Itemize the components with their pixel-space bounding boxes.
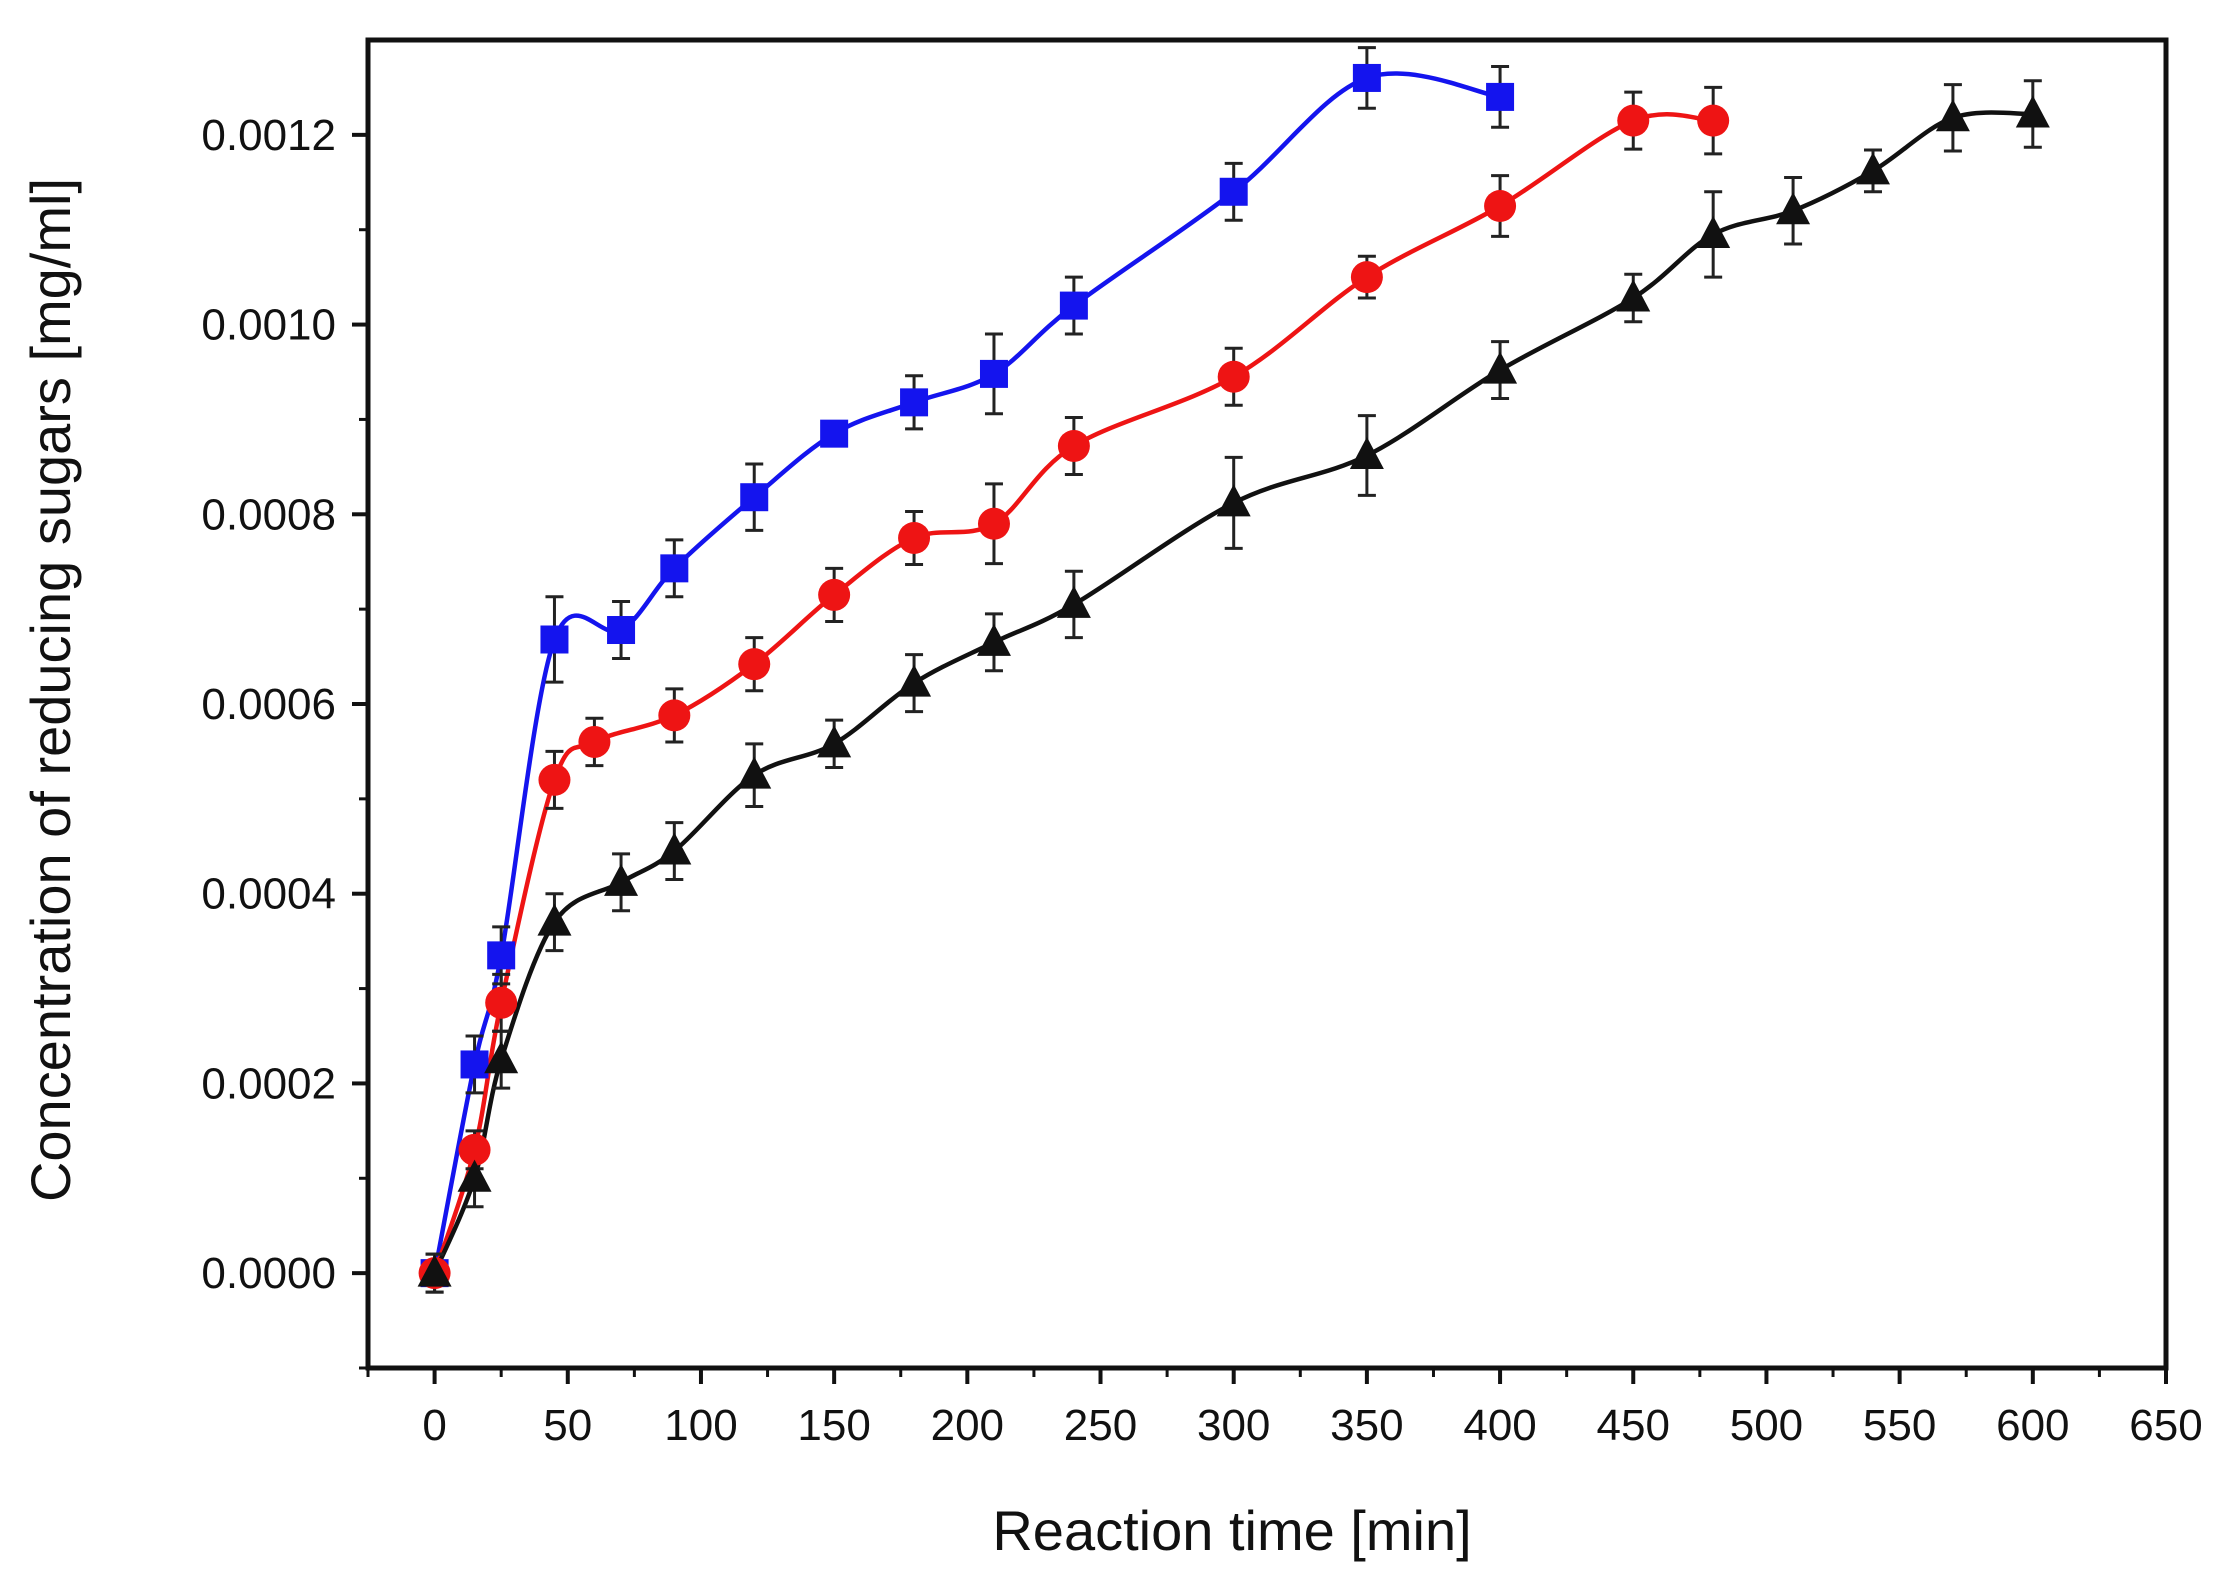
red-circles-point bbox=[485, 986, 518, 1019]
black-triangles-point bbox=[897, 664, 932, 697]
x-tick-label: 100 bbox=[664, 1401, 737, 1450]
blue-squares-point bbox=[820, 419, 849, 448]
black-triangles-point bbox=[484, 1041, 519, 1074]
y-tick-label: 0.0006 bbox=[201, 680, 336, 729]
black-triangles-point bbox=[1349, 436, 1384, 469]
black-triangles-point bbox=[1696, 215, 1731, 248]
y-tick-label: 0.0002 bbox=[201, 1059, 336, 1108]
red-circles-point bbox=[458, 1133, 491, 1166]
red-circles-point bbox=[1217, 360, 1250, 393]
x-tick-label: 0 bbox=[422, 1401, 446, 1450]
blue-squares-point bbox=[740, 483, 769, 512]
x-tick-label: 650 bbox=[2129, 1401, 2202, 1450]
red-circles-point bbox=[1057, 429, 1090, 462]
black-triangles-point bbox=[457, 1159, 492, 1192]
red-circles-point bbox=[538, 763, 571, 796]
blue-squares-point bbox=[1059, 291, 1088, 320]
blue-squares-point bbox=[1486, 82, 1515, 111]
red-circles-point bbox=[818, 578, 851, 611]
black-triangles-point bbox=[1935, 99, 1970, 132]
y-tick-label: 0.0010 bbox=[201, 301, 336, 350]
blue-squares-point bbox=[660, 554, 689, 583]
black-triangles-point bbox=[1855, 152, 1890, 185]
y-axis-ticks: 0.0000 0.0002 0.0004 0.0006 0.0008 0.0010 0.00… bbox=[201, 111, 368, 1370]
x-axis-title: Reaction time [min] bbox=[992, 1499, 1471, 1562]
red-circles-point bbox=[1697, 104, 1730, 137]
blue-squares-point bbox=[900, 388, 929, 417]
x-tick-label: 400 bbox=[1463, 1401, 1536, 1450]
red-circles-point bbox=[1350, 261, 1383, 294]
x-tick-label: 250 bbox=[1064, 1401, 1137, 1450]
blue-squares-point bbox=[979, 359, 1008, 388]
x-tick-label: 150 bbox=[797, 1401, 870, 1450]
red-circles-point bbox=[977, 507, 1010, 540]
black-triangles-point bbox=[1056, 585, 1091, 618]
x-tick-label: 550 bbox=[1863, 1401, 1936, 1450]
blue-squares-point bbox=[487, 941, 516, 970]
x-tick-label: 200 bbox=[931, 1401, 1004, 1450]
y-tick-label: 0.0012 bbox=[201, 111, 336, 160]
x-tick-label: 300 bbox=[1197, 1401, 1270, 1450]
black-triangles-point bbox=[817, 725, 852, 758]
y-tick-label: 0.0000 bbox=[201, 1249, 336, 1298]
x-tick-label: 600 bbox=[1996, 1401, 2069, 1450]
x-tick-label: 50 bbox=[543, 1401, 592, 1450]
black-triangles-point bbox=[604, 863, 639, 896]
black-triangles-point bbox=[537, 903, 572, 936]
black-triangles-point bbox=[1616, 279, 1651, 312]
blue-squares-point bbox=[460, 1050, 489, 1079]
black-triangles-point bbox=[976, 623, 1011, 656]
red-circles-point bbox=[1484, 190, 1517, 222]
black-triangles-point bbox=[417, 1254, 452, 1287]
x-axis-ticks: 0 50 100 150 200 250 300 350 400 450 500 550 600 650 bbox=[366, 1368, 2203, 1450]
series-markers bbox=[417, 63, 2050, 1290]
blue-squares-point bbox=[607, 616, 636, 645]
black-triangles-point bbox=[1776, 192, 1811, 225]
blue-squares-point bbox=[1352, 63, 1381, 92]
red-circles-point bbox=[738, 648, 771, 681]
y-tick-label: 0.0008 bbox=[201, 490, 336, 539]
black-triangles-point bbox=[2015, 95, 2050, 128]
x-tick-label: 350 bbox=[1330, 1401, 1403, 1450]
black-triangles-point bbox=[657, 832, 692, 865]
red-circles-point bbox=[898, 522, 931, 554]
black-triangles-point bbox=[1216, 484, 1251, 517]
blue-squares-point bbox=[540, 625, 569, 654]
y-axis-title: Concentration of reducing sugars [mg/ml] bbox=[19, 178, 82, 1202]
red-circles-point bbox=[658, 699, 691, 732]
blue-squares-point bbox=[1219, 177, 1248, 206]
red-circles-point bbox=[1617, 104, 1650, 137]
black-triangles-point bbox=[737, 756, 772, 789]
x-tick-label: 500 bbox=[1730, 1401, 1803, 1450]
x-tick-label: 450 bbox=[1597, 1401, 1670, 1450]
red-circles-point bbox=[578, 725, 611, 758]
black-triangles-point bbox=[1483, 351, 1518, 384]
y-tick-label: 0.0004 bbox=[201, 870, 336, 919]
